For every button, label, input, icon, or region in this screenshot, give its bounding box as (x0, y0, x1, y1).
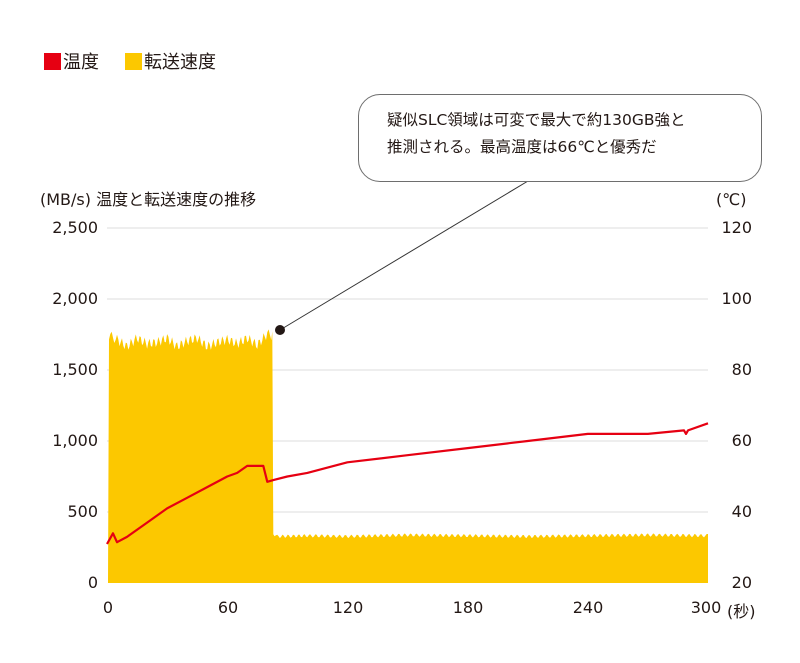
y-left-tick: 1,000 (52, 431, 98, 450)
legend-label-transfer-speed: 転送速度 (144, 52, 216, 73)
x-tick: 120 (332, 598, 364, 617)
legend-item-transfer-speed: 転送速度 (125, 48, 216, 74)
x-tick: 180 (452, 598, 484, 617)
y-left-tick: 500 (67, 502, 98, 521)
transfer-speed-area (107, 329, 708, 583)
callout-line-1: 疑似SLC領域は可変で最大で約130GB強と (387, 111, 686, 129)
x-tick: 240 (572, 598, 604, 617)
y-right-tick: 60 (731, 431, 752, 450)
legend-label-temperature: 温度 (63, 52, 99, 73)
y-right-tick: 20 (731, 573, 752, 592)
legend: 温度 転送速度 (44, 48, 242, 74)
callout-pointer (279, 180, 529, 331)
callout-line-2: 推測される。最高温度は66℃と優秀だ (387, 138, 657, 156)
chart-title: (MB/s) 温度と転送速度の推移 (40, 190, 257, 209)
temperature-swatch (44, 52, 61, 70)
x-tick: 60 (217, 598, 239, 617)
x-tick: 300 (690, 598, 722, 617)
y-left-tick: 0 (87, 573, 98, 592)
annotation-marker (275, 325, 285, 335)
x-axis-unit: (秒) (727, 602, 756, 621)
temperature-line (106, 422, 709, 545)
y-left-tick: 2,500 (52, 218, 98, 237)
x-tick: 0 (102, 598, 114, 617)
annotation-callout: 疑似SLC領域は可変で最大で約130GB強と 推測される。最高温度は66℃と優秀… (358, 94, 762, 182)
y-right-tick: 120 (721, 218, 752, 237)
y-left-tick: 2,000 (52, 289, 98, 308)
right-axis-unit: (℃) (716, 190, 747, 209)
y-right-tick: 100 (721, 289, 752, 308)
y-right-tick: 80 (731, 360, 752, 379)
y-left-tick: 1,500 (52, 360, 98, 379)
legend-item-temperature: 温度 (44, 48, 99, 74)
y-right-tick: 40 (731, 502, 752, 521)
transfer-speed-swatch (125, 52, 142, 70)
